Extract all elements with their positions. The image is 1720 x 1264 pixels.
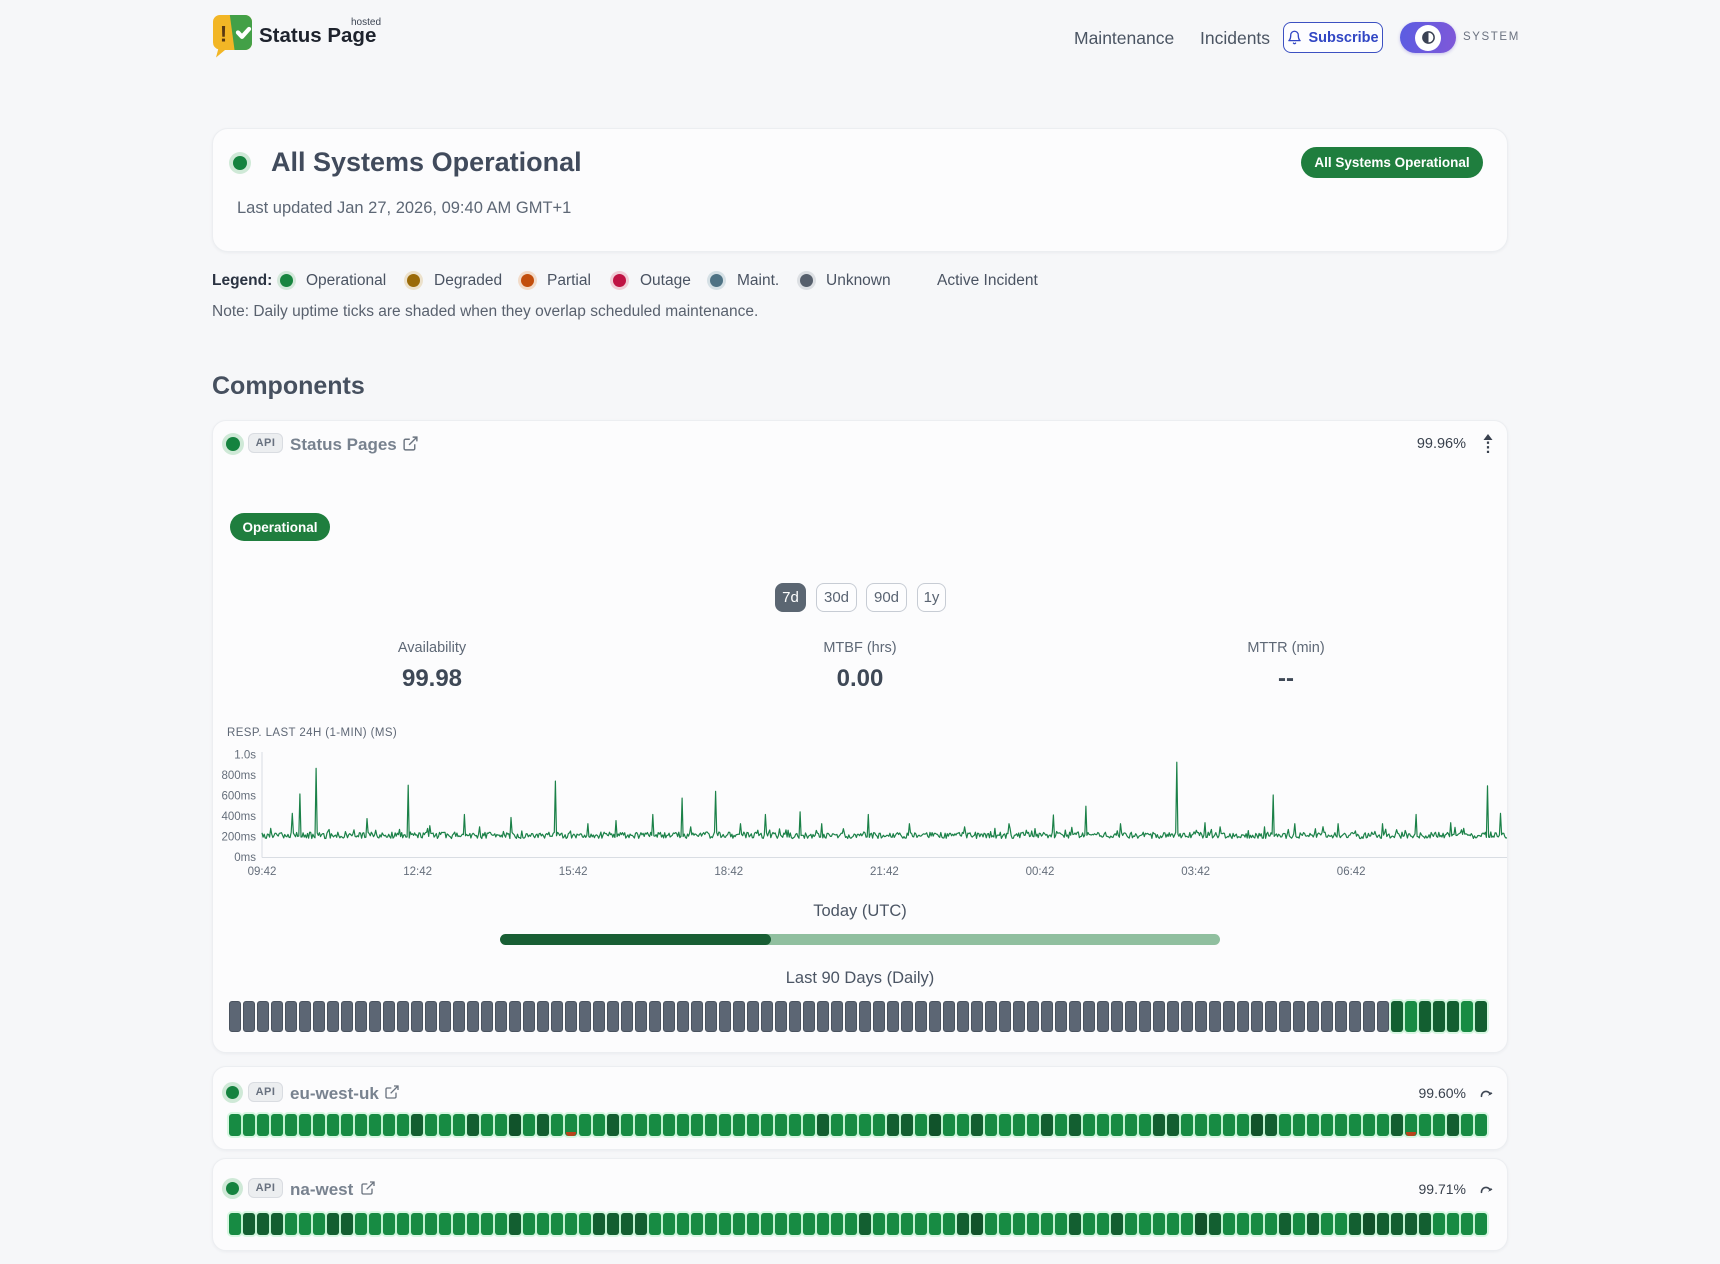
svg-text:600ms: 600ms	[221, 791, 256, 803]
svg-text:!: !	[220, 22, 227, 47]
svg-text:03:42: 03:42	[1181, 866, 1210, 878]
svg-text:800ms: 800ms	[221, 770, 256, 782]
svg-text:00:42: 00:42	[1026, 866, 1055, 878]
svg-text:200ms: 200ms	[221, 832, 256, 844]
svg-text:1.0s: 1.0s	[234, 750, 256, 762]
svg-text:06:42: 06:42	[1337, 866, 1366, 878]
svg-text:0ms: 0ms	[234, 852, 256, 864]
svg-text:15:42: 15:42	[559, 866, 588, 878]
svg-text:18:42: 18:42	[714, 866, 743, 878]
svg-text:400ms: 400ms	[221, 811, 256, 823]
svg-text:12:42: 12:42	[403, 866, 432, 878]
svg-text:21:42: 21:42	[870, 866, 899, 878]
svg-text:09:42: 09:42	[248, 866, 277, 878]
